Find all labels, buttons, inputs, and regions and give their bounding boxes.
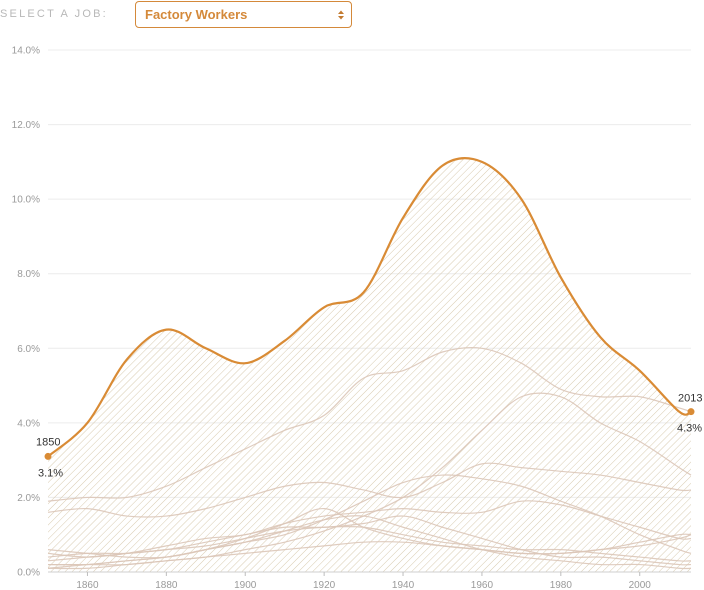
dropdown-arrows-icon: [338, 10, 344, 20]
background-series-line: [47, 534, 692, 566]
background-series-line: [47, 462, 692, 518]
end-value-label: 4.3%: [677, 423, 702, 435]
y-tick-label: 12.0%: [12, 120, 40, 131]
x-tick-label: 1960: [471, 580, 494, 590]
job-dropdown[interactable]: Factory Workers: [135, 1, 352, 28]
y-tick-label: 4.0%: [17, 418, 40, 429]
x-tick-label: 1980: [550, 580, 573, 590]
y-tick-label: 2.0%: [17, 493, 40, 504]
job-dropdown-value: Factory Workers: [145, 7, 248, 22]
select-job-label: SELECT A JOB:: [0, 8, 108, 20]
background-series-line: [47, 515, 692, 570]
x-tick-label: 1860: [76, 580, 99, 590]
background-series-line: [47, 525, 692, 562]
end-point: [687, 408, 695, 416]
y-tick-label: 10.0%: [12, 195, 40, 206]
x-tick-label: 1920: [313, 580, 336, 590]
x-tick-label: 1880: [155, 580, 178, 590]
start-point: [44, 452, 52, 460]
highlight-series-line: [47, 157, 692, 458]
highlight-area: [48, 158, 691, 572]
end-year-label: 2013: [678, 393, 702, 405]
y-tick-label: 6.0%: [17, 344, 40, 355]
y-tick-label: 0.0%: [17, 568, 40, 579]
x-tick-label: 1900: [234, 580, 257, 590]
background-series-line: [47, 346, 692, 502]
x-tick-label: 1940: [392, 580, 415, 590]
x-tick-label: 2000: [629, 580, 652, 590]
y-tick-label: 14.0%: [12, 46, 40, 57]
y-tick-label: 8.0%: [17, 269, 40, 280]
start-value-label: 3.1%: [38, 467, 63, 479]
start-year-label: 1850: [36, 436, 60, 448]
